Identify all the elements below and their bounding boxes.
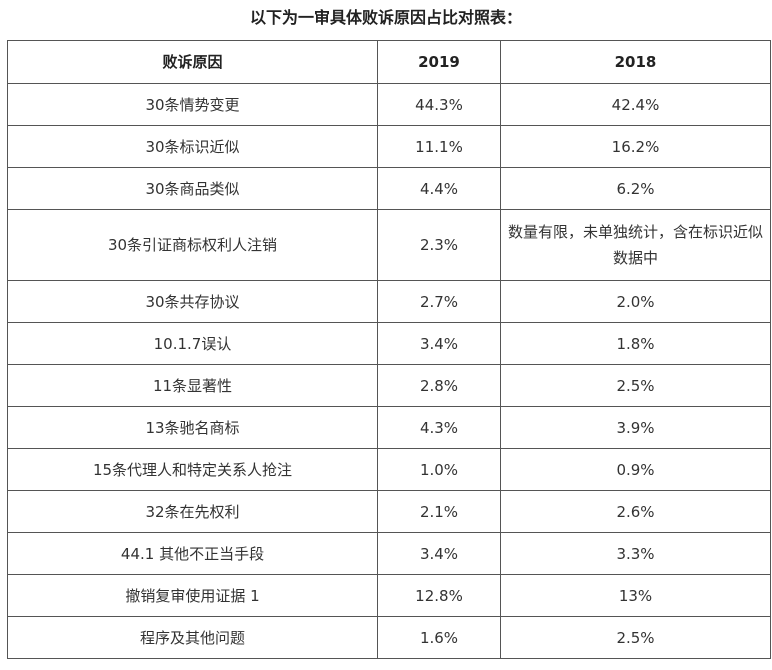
value-2018-cell: 2.0%	[500, 280, 771, 323]
reason-cell: 10.1.7误认	[7, 322, 378, 365]
table-row: 15条代理人和特定关系人抢注 1.0% 0.9%	[7, 448, 771, 491]
comparison-table: 败诉原因 2019 2018 30条情势变更 44.3% 42.4% 30条标识…	[7, 40, 771, 659]
table-row: 30条标识近似 11.1% 16.2%	[7, 125, 771, 168]
reason-cell: 15条代理人和特定关系人抢注	[7, 448, 378, 491]
column-header-reason: 败诉原因	[7, 40, 378, 84]
table-row: 程序及其他问题 1.6% 2.5%	[7, 616, 771, 659]
reason-cell: 30条共存协议	[7, 280, 378, 323]
table-row: 撤销复审使用证据 1 12.8% 13%	[7, 574, 771, 617]
table-row: 30条引证商标权利人注销 2.3% 数量有限，未单独统计，含在标识近似数据中	[7, 209, 771, 281]
value-2018-cell: 2.5%	[500, 616, 771, 659]
value-2019-cell: 1.0%	[377, 448, 501, 491]
value-2019-cell: 1.6%	[377, 616, 501, 659]
column-header-2019: 2019	[377, 40, 501, 84]
value-2018-cell: 42.4%	[500, 83, 771, 126]
value-2018-cell: 13%	[500, 574, 771, 617]
value-2019-cell: 44.3%	[377, 83, 501, 126]
table-row: 30条共存协议 2.7% 2.0%	[7, 280, 771, 323]
value-2018-cell: 16.2%	[500, 125, 771, 168]
value-2019-cell: 11.1%	[377, 125, 501, 168]
table-row: 13条驰名商标 4.3% 3.9%	[7, 406, 771, 449]
value-2018-cell: 0.9%	[500, 448, 771, 491]
reason-cell: 30条商品类似	[7, 167, 378, 210]
value-2019-cell: 12.8%	[377, 574, 501, 617]
reason-cell: 44.1 其他不正当手段	[7, 532, 378, 575]
value-2019-cell: 3.4%	[377, 322, 501, 365]
table-row: 30条情势变更 44.3% 42.4%	[7, 83, 771, 126]
value-2018-cell: 2.6%	[500, 490, 771, 533]
value-2019-cell: 4.4%	[377, 167, 501, 210]
table-row: 32条在先权利 2.1% 2.6%	[7, 490, 771, 533]
reason-cell: 撤销复审使用证据 1	[7, 574, 378, 617]
table-row: 30条商品类似 4.4% 6.2%	[7, 167, 771, 210]
value-2019-cell: 4.3%	[377, 406, 501, 449]
value-2019-cell: 2.7%	[377, 280, 501, 323]
reason-cell: 32条在先权利	[7, 490, 378, 533]
reason-cell: 11条显著性	[7, 364, 378, 407]
value-2018-cell: 1.8%	[500, 322, 771, 365]
value-2019-cell: 2.1%	[377, 490, 501, 533]
reason-cell: 程序及其他问题	[7, 616, 378, 659]
reason-cell: 30条情势变更	[7, 83, 378, 126]
reason-cell: 13条驰名商标	[7, 406, 378, 449]
table-row: 10.1.7误认 3.4% 1.8%	[7, 322, 771, 365]
value-2019-cell: 2.8%	[377, 364, 501, 407]
column-header-2018: 2018	[500, 40, 771, 84]
value-2018-cell: 6.2%	[500, 167, 771, 210]
table-header-row: 败诉原因 2019 2018	[7, 40, 771, 84]
reason-cell: 30条标识近似	[7, 125, 378, 168]
value-2019-cell: 2.3%	[377, 209, 501, 281]
value-2019-cell: 3.4%	[377, 532, 501, 575]
page-title: 以下为一审具体败诉原因占比对照表：	[249, 8, 522, 27]
table-row: 11条显著性 2.8% 2.5%	[7, 364, 771, 407]
value-2018-cell: 3.3%	[500, 532, 771, 575]
table-row: 44.1 其他不正当手段 3.4% 3.3%	[7, 532, 771, 575]
reason-cell: 30条引证商标权利人注销	[7, 209, 378, 281]
value-2018-note-cell: 数量有限，未单独统计，含在标识近似数据中	[500, 209, 771, 281]
value-2018-cell: 2.5%	[500, 364, 771, 407]
value-2018-cell: 3.9%	[500, 406, 771, 449]
